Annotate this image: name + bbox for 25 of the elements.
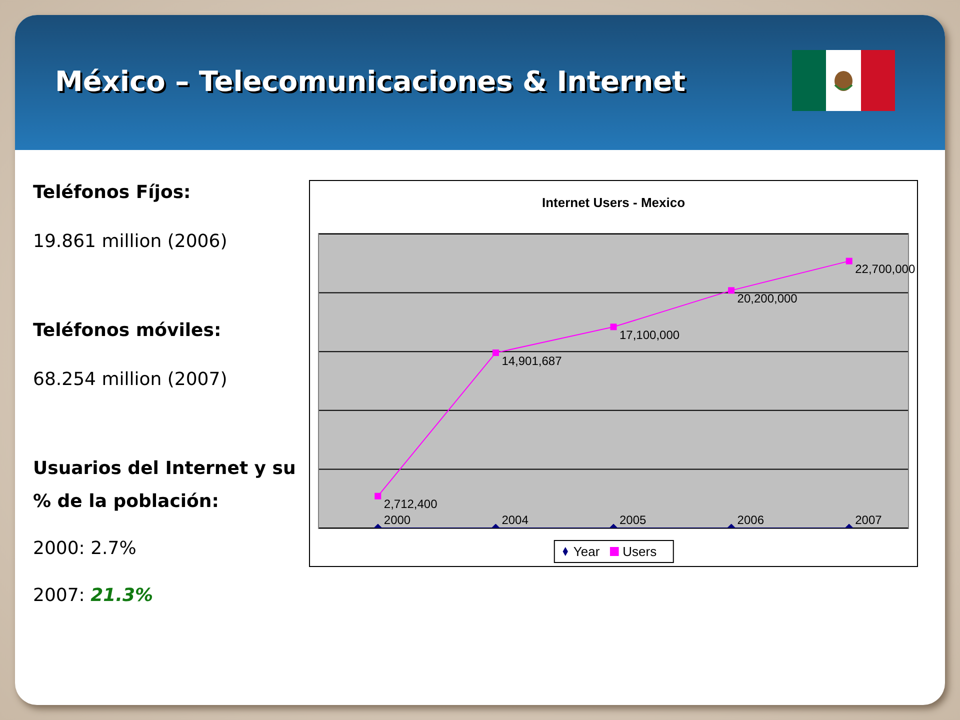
data-label: 22,700,000 xyxy=(855,262,916,276)
chart-title: México – Telecomunicaciones & Internet xyxy=(55,64,686,100)
data-label: 2000 xyxy=(384,512,411,527)
point xyxy=(610,324,617,330)
data-label: 2007 xyxy=(855,512,882,527)
point xyxy=(846,258,852,264)
chart-subtitle: Internet Users - Mexico xyxy=(540,195,686,211)
data-label: 17,100,000 xyxy=(620,328,680,342)
text: 19.861 million (2006) xyxy=(33,230,228,254)
data-label: 2,712,400 xyxy=(384,497,438,512)
legend-label: Users xyxy=(622,544,657,559)
text: Teléfonos móviles: xyxy=(33,319,222,343)
data-label: 2004 xyxy=(502,512,529,527)
point xyxy=(492,350,499,356)
data-label: 20,200,000 xyxy=(737,291,798,306)
point xyxy=(728,287,735,294)
text: Usuarios del Internet y su % de la población: xyxy=(33,457,297,514)
text: 2000: 2.7% xyxy=(33,537,138,561)
legend-label: Year xyxy=(573,544,600,559)
data-label: 2005 xyxy=(620,512,647,527)
data-label: 14,901,687 xyxy=(502,354,562,368)
text: 2007: 21.3% xyxy=(33,585,154,606)
text: Teléfonos Fíjos: xyxy=(33,181,192,205)
text: 68.254 million (2007) xyxy=(33,368,228,392)
data-label: 2006 xyxy=(737,512,764,527)
